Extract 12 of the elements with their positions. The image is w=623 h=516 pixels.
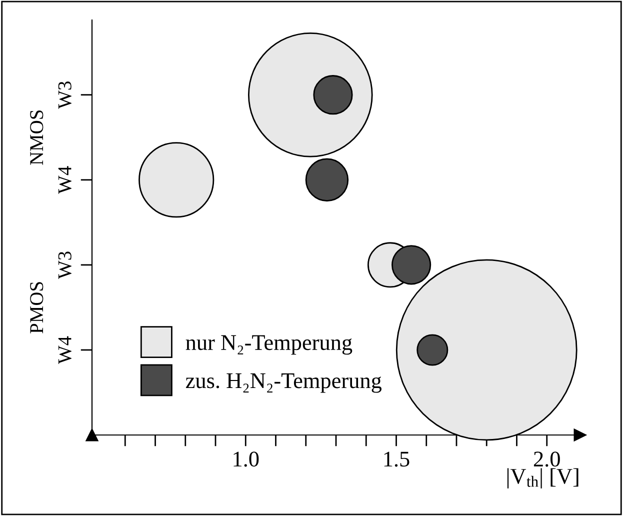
y-tick-label: W3 <box>58 252 72 279</box>
x-tick-label: 2.0 <box>534 452 560 467</box>
y-tick-label: W4 <box>58 166 72 194</box>
text: NMOS <box>30 110 44 165</box>
y-tick-label: W4 <box>58 336 72 364</box>
x-tick-label: 1.5 <box>384 452 410 467</box>
x-tick-label: 1.0 <box>234 452 259 467</box>
legend-label: nur N₂-Temperung <box>186 335 352 355</box>
y-tick-label: W3 <box>58 82 72 109</box>
x-axis-title: |V$_{th}$| [V] <box>507 468 578 488</box>
text: PMOS <box>30 282 44 334</box>
legend-label: zus. H₂N₂-Temperung <box>186 373 382 393</box>
